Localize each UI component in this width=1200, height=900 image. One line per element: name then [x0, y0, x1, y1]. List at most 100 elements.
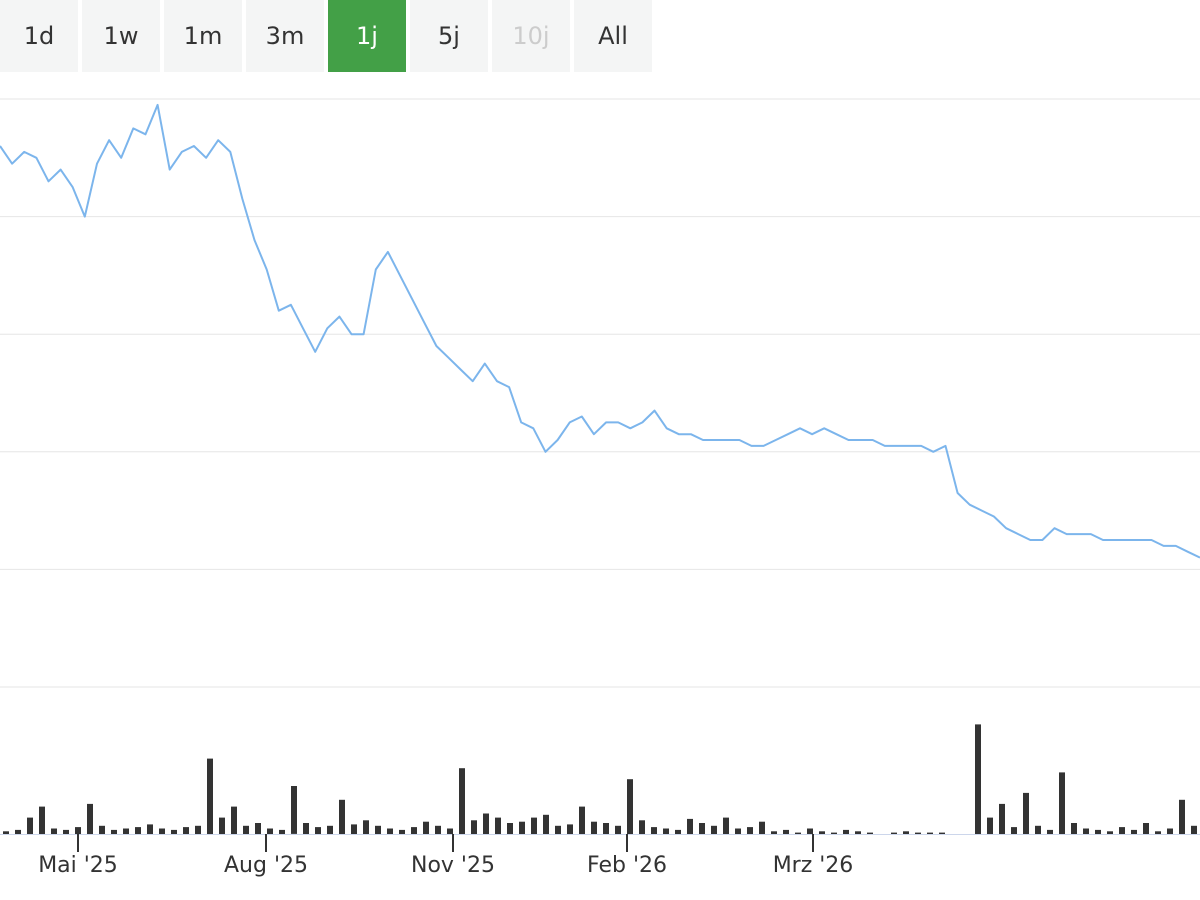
x-tick-label: Mrz '26: [773, 853, 854, 878]
volume-bar: [759, 821, 765, 834]
volume-bar: [999, 803, 1005, 834]
volume-bar: [1071, 823, 1077, 834]
volume-bar: [255, 823, 261, 834]
volume-bar: [675, 829, 681, 834]
volume-bar: [123, 828, 129, 834]
volume-bar: [603, 823, 609, 834]
volume-bar: [1119, 827, 1125, 834]
volume-bar: [1059, 772, 1065, 834]
volume-bar: [111, 829, 117, 834]
volume-bar: [639, 820, 645, 834]
volume-bar: [1023, 792, 1029, 834]
range-button-1j[interactable]: 1j: [328, 0, 406, 72]
volume-bar: [687, 818, 693, 834]
volume-bar: [1155, 831, 1161, 834]
volume-bar: [375, 825, 381, 834]
volume-bar: [843, 829, 849, 834]
volume-bar: [435, 825, 441, 834]
x-tick-label: Nov '25: [411, 853, 495, 878]
range-button-1m[interactable]: 1m: [164, 0, 242, 72]
volume-bar: [1191, 825, 1197, 834]
volume-bar: [27, 817, 33, 834]
x-axis: Mai '25 Aug '25 Nov '25 Feb '26 Mrz '26: [0, 834, 1200, 878]
volume-bar: [495, 817, 501, 834]
range-button-5j[interactable]: 5j: [410, 0, 488, 72]
volume-bar: [699, 823, 705, 834]
volume-bar: [855, 831, 861, 834]
volume-bar: [1179, 799, 1185, 835]
volume-bar: [327, 825, 333, 834]
volume-bar: [243, 825, 249, 834]
volume-bar: [1167, 828, 1173, 834]
volume-bar: [627, 779, 633, 834]
volume-bar: [1035, 825, 1041, 834]
volume-bar: [783, 829, 789, 834]
volume-bar: [39, 806, 45, 834]
volume-bar: [291, 786, 297, 834]
volume-bar: [459, 768, 465, 834]
volume-bar: [831, 832, 837, 834]
price-series: [0, 103, 1200, 559]
volume-bar: [915, 832, 921, 834]
volume-bar: [819, 831, 825, 834]
volume-bar: [711, 825, 717, 834]
volume-bar: [399, 829, 405, 834]
range-button-10j: 10j: [492, 0, 570, 72]
range-button-1w[interactable]: 1w: [82, 0, 160, 72]
volume-bar: [519, 821, 525, 834]
volume-bar: [891, 832, 897, 834]
volume-bar: [1047, 829, 1053, 834]
volume-bar: [99, 825, 105, 834]
volume-bar: [3, 831, 9, 834]
range-button-all[interactable]: All: [574, 0, 652, 72]
range-button-1d[interactable]: 1d: [0, 0, 78, 72]
volume-bar: [735, 828, 741, 834]
volume-bar: [1095, 829, 1101, 834]
volume-bar: [663, 828, 669, 834]
volume-bar: [1131, 829, 1137, 834]
volume-bar: [279, 829, 285, 834]
volume-bar: [87, 803, 93, 834]
volume-bar: [1011, 827, 1017, 834]
volume-bar: [771, 831, 777, 834]
volume-bar: [555, 825, 561, 834]
volume-bar: [231, 806, 237, 834]
x-tick-label: Mai '25: [38, 853, 118, 878]
volume-bar: [543, 814, 549, 834]
volume-bar: [651, 827, 657, 834]
volume-bar: [591, 821, 597, 834]
x-tick-label: Aug '25: [224, 853, 308, 878]
volume-bar: [363, 820, 369, 834]
volume-bar: [411, 827, 417, 834]
volume-bar: [267, 828, 273, 834]
volume-bar: [867, 832, 873, 834]
volume-bar: [579, 806, 585, 834]
volume-bar: [147, 824, 153, 834]
volume-bar: [195, 825, 201, 834]
volume-bar: [207, 758, 213, 834]
volume-bar: [339, 799, 345, 835]
range-button-3m[interactable]: 3m: [246, 0, 324, 72]
volume-bar: [135, 827, 141, 834]
volume-bar: [507, 823, 513, 834]
volume-bar: [747, 827, 753, 834]
volume-bar: [219, 817, 225, 834]
volume-bar: [615, 825, 621, 834]
volume-bar: [483, 813, 489, 835]
volume-bar: [975, 724, 981, 834]
range-selector: 1d 1w 1m 3m 1j 5j 10j All: [0, 0, 652, 72]
volume-bar: [795, 832, 801, 834]
volume-bar: [471, 820, 477, 834]
volume-bar: [171, 829, 177, 834]
volume-bar: [447, 828, 453, 834]
volume-bar: [1107, 831, 1113, 834]
volume-bar: [351, 824, 357, 834]
volume-bar: [159, 828, 165, 834]
volume-bar: [1143, 823, 1149, 834]
volume-bar: [939, 832, 945, 834]
volume-bar: [75, 827, 81, 834]
volume-bar: [387, 828, 393, 834]
volume-bar: [183, 827, 189, 834]
volume-bar: [15, 829, 21, 834]
